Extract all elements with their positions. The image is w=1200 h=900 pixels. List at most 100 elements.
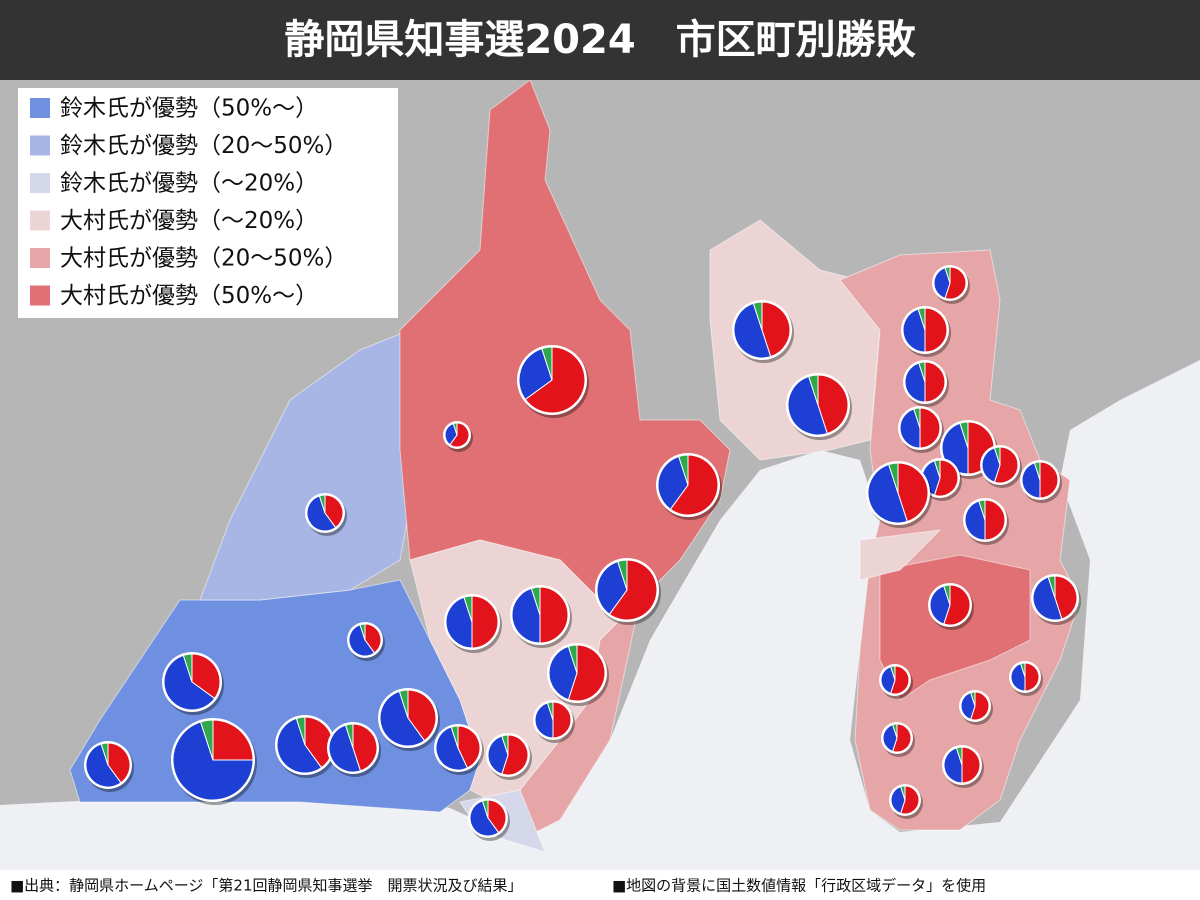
pie-slice xyxy=(1054,575,1078,620)
footer-note: ■地図の背景に国土数値情報「行政区域データ」を使用 xyxy=(612,877,986,895)
pie-slice xyxy=(924,307,948,353)
sea xyxy=(0,360,1200,870)
pie-slice xyxy=(970,691,976,707)
pie-slice xyxy=(452,422,458,436)
pie-slice xyxy=(678,454,689,486)
pie-slice xyxy=(596,560,628,615)
pie-slice xyxy=(1020,662,1026,678)
legend-label: 鈴木氏が優勢（50%〜） xyxy=(60,96,318,122)
pie-slice xyxy=(993,446,1001,466)
pie-slice xyxy=(899,408,921,449)
legend-label: 大村氏が優勢（50%〜） xyxy=(60,283,318,309)
pie-slice xyxy=(933,267,951,299)
pie-slice xyxy=(882,724,898,752)
pie-slice xyxy=(567,644,606,702)
pie xyxy=(920,458,962,501)
pie-slice xyxy=(900,785,906,801)
pie-slice xyxy=(880,666,896,694)
pie-slice xyxy=(1033,461,1041,481)
municipality xyxy=(859,529,942,581)
pie-slice xyxy=(761,301,791,358)
pie-slice xyxy=(1024,662,1040,692)
pie-slice xyxy=(943,747,963,784)
pie-slice xyxy=(919,407,941,449)
pie-slice xyxy=(518,347,553,401)
legend-swatch xyxy=(30,210,50,231)
pie-slice xyxy=(379,690,426,747)
legend-label: 鈴木氏が優勢（20〜50%） xyxy=(60,133,347,159)
pie xyxy=(932,265,970,304)
pie-slice xyxy=(107,742,131,784)
pie xyxy=(866,461,932,528)
pie-slice xyxy=(487,799,507,834)
pie-slice xyxy=(407,689,437,742)
pie xyxy=(901,306,951,357)
pie-slice xyxy=(913,407,921,429)
pie-slice xyxy=(890,786,906,814)
pie-slice xyxy=(352,723,378,772)
pie-slice xyxy=(328,724,362,773)
pie-slice xyxy=(359,623,366,641)
pie xyxy=(881,722,915,757)
pie-slice xyxy=(212,719,254,761)
pie-slice xyxy=(1047,575,1056,599)
footer-bar xyxy=(0,870,1200,900)
pie-slice xyxy=(933,459,941,479)
pie-slice xyxy=(449,422,470,448)
pie-slice xyxy=(539,586,569,644)
pie-slice xyxy=(960,692,976,720)
pie xyxy=(378,688,440,751)
pie xyxy=(443,421,473,452)
pie-slice xyxy=(450,725,459,749)
pie-slice xyxy=(344,723,354,749)
pie xyxy=(486,733,532,780)
pie-slice xyxy=(917,307,926,331)
pie-slice xyxy=(348,624,376,657)
pie-slice xyxy=(617,559,628,591)
pie xyxy=(434,724,484,775)
pie-slice xyxy=(100,742,109,766)
pie-slice xyxy=(469,800,500,837)
pie-slice xyxy=(752,301,763,331)
pie-slice xyxy=(1021,462,1041,499)
pie-slice xyxy=(548,645,578,701)
pie xyxy=(879,664,913,699)
pie-slice xyxy=(172,721,254,801)
pie-slice xyxy=(471,595,499,649)
pie xyxy=(786,373,852,440)
pie xyxy=(510,585,572,648)
pie xyxy=(84,741,134,792)
pie xyxy=(656,453,722,520)
legend-swatch xyxy=(30,173,50,193)
pie-slice xyxy=(85,743,122,788)
pie-slice xyxy=(501,734,509,756)
pie xyxy=(1020,460,1062,503)
pie-slice xyxy=(808,374,819,406)
pie-slice xyxy=(182,653,193,683)
pie xyxy=(928,583,974,630)
legend-label: 鈴木氏が優勢（〜20%） xyxy=(60,171,318,197)
pie-slice xyxy=(324,494,344,529)
legend-label: 大村氏が優勢（〜20%） xyxy=(60,208,318,234)
pie-slice xyxy=(657,455,689,510)
pie-slice xyxy=(398,689,409,719)
pie-slice xyxy=(364,623,382,654)
pie xyxy=(732,300,794,363)
pie xyxy=(517,345,589,418)
pie-slice xyxy=(733,302,772,359)
pie-slice xyxy=(959,421,969,449)
pie-slice xyxy=(924,361,946,403)
pie-slice xyxy=(435,726,469,771)
pie-slice xyxy=(546,701,554,721)
pie xyxy=(898,406,944,453)
legend-swatch xyxy=(30,135,50,156)
pie xyxy=(959,690,993,725)
pie-slice xyxy=(1032,576,1063,621)
pie xyxy=(327,722,381,777)
pie-slice xyxy=(163,654,216,711)
legend-swatch xyxy=(30,248,50,268)
pie-slice xyxy=(457,725,481,769)
pie-slice xyxy=(541,346,553,381)
pie-slice xyxy=(929,585,951,625)
